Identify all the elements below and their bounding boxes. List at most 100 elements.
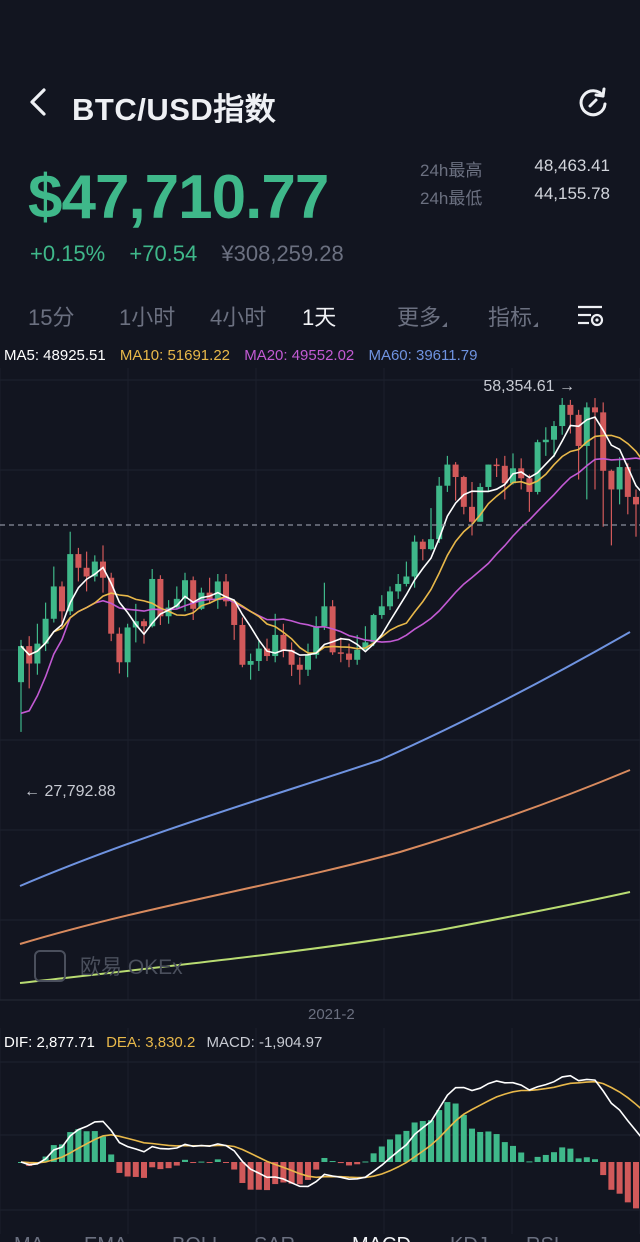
tab-indicator[interactable]: 指标 — [488, 300, 539, 332]
candle-body — [346, 653, 352, 660]
tab-1d[interactable]: 1天 — [302, 305, 337, 330]
change-absolute: +70.54 — [129, 241, 198, 266]
tab-rsi[interactable]: RSI — [526, 1234, 559, 1242]
candle-body — [469, 506, 475, 522]
tab-15m[interactable]: 15分 — [28, 305, 75, 330]
candle-body — [510, 468, 516, 484]
candle-body — [190, 580, 197, 609]
macd-histogram-bar — [452, 1103, 459, 1162]
candle-body — [559, 404, 566, 427]
macd-histogram-bar — [124, 1162, 131, 1177]
candle-body — [534, 442, 541, 492]
candle-body — [551, 426, 557, 440]
candle-body — [313, 626, 320, 655]
macd-histogram-bar — [264, 1162, 270, 1191]
refresh-icon[interactable] — [576, 86, 610, 120]
macd-histogram-bar — [378, 1146, 385, 1162]
tab-ma[interactable]: MA — [14, 1234, 44, 1242]
macd-histogram-bar — [608, 1162, 615, 1190]
back-arrow-icon[interactable] — [24, 84, 54, 120]
candle-body — [239, 624, 246, 665]
macd-histogram-bar — [141, 1162, 147, 1178]
macd-histogram-bar — [173, 1162, 180, 1166]
candle-body — [542, 439, 549, 443]
ma10-line — [20, 434, 640, 656]
candle-body — [378, 606, 385, 616]
candle-body — [255, 648, 262, 662]
candle-body — [436, 485, 443, 540]
macd-histogram-bar — [272, 1162, 279, 1185]
macd-histogram-bar — [190, 1162, 197, 1164]
chart-settings-icon[interactable] — [576, 302, 604, 330]
tab-ema[interactable]: EMA — [84, 1234, 127, 1242]
macd-histogram-bar — [534, 1156, 541, 1162]
candle-body — [214, 581, 221, 601]
macd-histogram-bar — [255, 1162, 262, 1190]
dif-label: DIF: 2,877.71 — [4, 1034, 95, 1051]
indicator-tabs: MA EMA BOLL SAR MACD KDJ RSI — [0, 1234, 640, 1242]
macd-histogram-bar — [583, 1157, 590, 1162]
macd-histogram-bar — [567, 1148, 574, 1162]
macd-histogram-bar — [460, 1114, 467, 1162]
candle-body — [18, 646, 24, 683]
macd-histogram-bar — [501, 1142, 508, 1162]
macd-histogram-bar — [592, 1159, 598, 1162]
macd-legend: DIF: 2,877.71 DEA: 3,830.2 MACD: -1,904.… — [4, 1034, 329, 1051]
long-ma-lines — [19, 631, 631, 984]
macd-histogram-bar — [526, 1161, 533, 1163]
macd-histogram-bar — [551, 1152, 557, 1162]
tab-macd[interactable]: MACD — [352, 1234, 411, 1242]
candle-body — [624, 467, 631, 497]
macd-histogram-bar — [50, 1145, 57, 1162]
candle-body — [67, 554, 74, 612]
candle-body — [452, 464, 459, 478]
candle-body — [264, 648, 270, 657]
macd-histogram-bar — [542, 1154, 549, 1162]
candle-body — [592, 407, 598, 413]
macd-histogram-bar — [75, 1129, 82, 1162]
macd-histogram-bar — [469, 1128, 475, 1162]
dif-line — [20, 1074, 640, 1188]
candle-body — [411, 541, 418, 577]
candle-body — [247, 661, 254, 665]
ma5-label: MA5: 48925.51 — [4, 347, 106, 364]
ma-long-line — [19, 769, 631, 945]
macd-histogram-bar — [165, 1162, 172, 1169]
macd-histogram-bar — [231, 1162, 238, 1170]
24h-low-value: 44,155.78 — [534, 184, 610, 203]
macd-histogram-bar — [493, 1134, 500, 1162]
candle-body — [116, 633, 123, 663]
candle-body — [477, 486, 484, 522]
candle-body — [575, 414, 582, 446]
okex-logo-icon — [34, 950, 66, 982]
tab-kdj[interactable]: KDJ — [450, 1234, 488, 1242]
candle-body — [34, 643, 41, 664]
candle-body — [616, 467, 623, 490]
chart-grid — [0, 368, 640, 1234]
page-title: BTC/USD指数 — [72, 92, 277, 127]
macd-histogram-bar — [362, 1161, 369, 1163]
tab-1h[interactable]: 1小时 — [119, 305, 176, 330]
tab-more[interactable]: 更多 — [397, 300, 448, 332]
dropdown-triangle-icon — [442, 322, 448, 327]
ma20-label: MA20: 49552.02 — [244, 347, 355, 364]
macd-histogram-bar — [288, 1162, 295, 1184]
tab-4h[interactable]: 4小时 — [210, 305, 267, 330]
candle-body — [518, 468, 525, 479]
candle-body — [173, 598, 180, 608]
macd-histogram-bar — [198, 1161, 205, 1163]
macd-histogram-bar — [518, 1152, 525, 1162]
macd-histogram-bar — [337, 1162, 344, 1164]
macd-histogram-bar — [223, 1162, 229, 1163]
macd-histogram-bar — [370, 1153, 377, 1162]
macd-histogram-bar — [403, 1130, 410, 1162]
macd-histogram-bar — [108, 1154, 115, 1162]
tab-sar[interactable]: SAR — [254, 1234, 295, 1242]
tab-boll[interactable]: BOLL — [172, 1234, 223, 1242]
ma60-label: MA60: 39611.79 — [368, 347, 478, 364]
ma5-line — [20, 416, 640, 656]
watermark: 欧易 OKEx — [34, 950, 183, 982]
ma10-label: MA10: 51691.22 — [119, 347, 231, 364]
candle-body — [59, 586, 65, 612]
